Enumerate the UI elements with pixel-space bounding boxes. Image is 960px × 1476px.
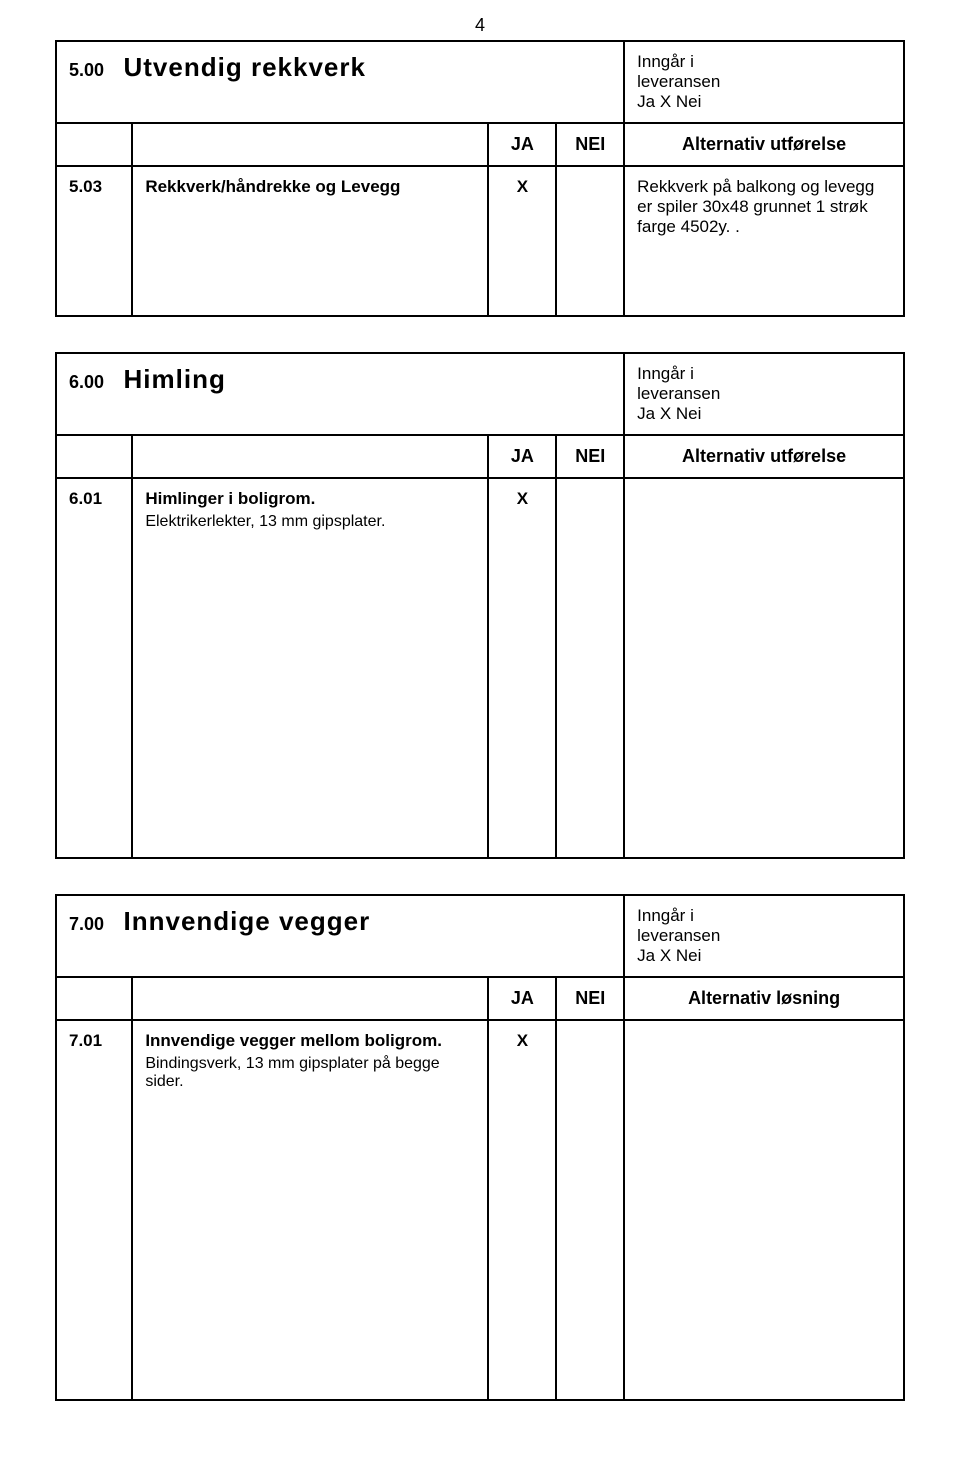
- header-ja: JA: [488, 977, 556, 1020]
- row-alt: [624, 1020, 904, 1400]
- header-ja: JA: [488, 123, 556, 166]
- row-desc: Himlinger i boligrom.: [145, 489, 315, 508]
- inngar-label: Inngår i: [637, 52, 694, 71]
- blank-cell: [56, 435, 132, 478]
- section-600-title: Himling: [124, 364, 226, 394]
- section-500-row: 5.03 Rekkverk/håndrekke og Levegg X Rekk…: [56, 166, 904, 316]
- section-700-num: 7.00: [69, 914, 119, 934]
- leveransen-label: leveransen: [637, 384, 720, 403]
- row-ja: X: [488, 166, 556, 316]
- header-alt: Alternativ utførelse: [624, 435, 904, 478]
- section-500-table: 5.00 Utvendig rekkverk Inngår i leverans…: [55, 40, 905, 317]
- blank-cell: [132, 123, 488, 166]
- row-desc: Rekkverk/håndrekke og Levegg: [132, 166, 488, 316]
- section-600-header-row: JA NEI Alternativ utførelse: [56, 435, 904, 478]
- section-600-table: 6.00 Himling Inngår i leveransen Ja X Ne…: [55, 352, 905, 859]
- row-nei: [556, 166, 624, 316]
- section-700-row: 7.01 Innvendige vegger mellom boligrom. …: [56, 1020, 904, 1400]
- page-container: 4 5.00 Utvendig rekkverk Inngår i levera…: [0, 0, 960, 1476]
- header-ja: JA: [488, 435, 556, 478]
- section-600-title-row: 6.00 Himling Inngår i leveransen Ja X Ne…: [56, 353, 904, 435]
- row-ja: X: [488, 1020, 556, 1400]
- row-nei: [556, 1020, 624, 1400]
- row-ja: X: [488, 478, 556, 858]
- section-500-header-row: JA NEI Alternativ utførelse: [56, 123, 904, 166]
- section-700-table: 7.00 Innvendige vegger Inngår i leverans…: [55, 894, 905, 1401]
- section-600-inngar-cell: Inngår i leveransen Ja X Nei: [624, 353, 904, 435]
- ja-nei-label: Ja X Nei: [637, 92, 701, 111]
- row-desc-cell: Himlinger i boligrom. Elektrikerlekter, …: [132, 478, 488, 858]
- blank-cell: [132, 977, 488, 1020]
- header-nei: NEI: [556, 435, 624, 478]
- row-num: 5.03: [56, 166, 132, 316]
- section-500-inngar-cell: Inngår i leveransen Ja X Nei: [624, 41, 904, 123]
- inngar-label: Inngår i: [637, 906, 694, 925]
- row-desc-cell: Innvendige vegger mellom boligrom. Bindi…: [132, 1020, 488, 1400]
- section-600-row: 6.01 Himlinger i boligrom. Elektrikerlek…: [56, 478, 904, 858]
- ja-nei-label: Ja X Nei: [637, 946, 701, 965]
- row-nei: [556, 478, 624, 858]
- ja-nei-label: Ja X Nei: [637, 404, 701, 423]
- header-nei: NEI: [556, 977, 624, 1020]
- row-desc-sub: Elektrikerlekter, 13 mm gipsplater.: [145, 513, 475, 531]
- leveransen-label: leveransen: [637, 926, 720, 945]
- section-700-header-row: JA NEI Alternativ løsning: [56, 977, 904, 1020]
- header-alt: Alternativ utførelse: [624, 123, 904, 166]
- row-desc-sub: Bindingsverk, 13 mm gipsplater på begge …: [145, 1055, 475, 1091]
- blank-cell: [132, 435, 488, 478]
- row-alt: [624, 478, 904, 858]
- section-700-title-row: 7.00 Innvendige vegger Inngår i leverans…: [56, 895, 904, 977]
- page-number: 4: [475, 15, 485, 36]
- section-700-title: Innvendige vegger: [124, 906, 371, 936]
- row-desc: Innvendige vegger mellom boligrom.: [145, 1031, 442, 1050]
- section-500-title-row: 5.00 Utvendig rekkverk Inngår i leverans…: [56, 41, 904, 123]
- blank-cell: [56, 977, 132, 1020]
- section-600-num: 6.00: [69, 372, 119, 392]
- leveransen-label: leveransen: [637, 72, 720, 91]
- section-500-title: Utvendig rekkverk: [124, 52, 366, 82]
- header-nei: NEI: [556, 123, 624, 166]
- blank-cell: [56, 123, 132, 166]
- row-alt: Rekkverk på balkong og levegg er spiler …: [624, 166, 904, 316]
- row-num: 7.01: [56, 1020, 132, 1400]
- section-500-title-cell: 5.00 Utvendig rekkverk: [56, 41, 624, 123]
- header-alt: Alternativ løsning: [624, 977, 904, 1020]
- section-500-num: 5.00: [69, 60, 119, 80]
- section-600-title-cell: 6.00 Himling: [56, 353, 624, 435]
- section-700-inngar-cell: Inngår i leveransen Ja X Nei: [624, 895, 904, 977]
- section-700-title-cell: 7.00 Innvendige vegger: [56, 895, 624, 977]
- inngar-label: Inngår i: [637, 364, 694, 383]
- row-num: 6.01: [56, 478, 132, 858]
